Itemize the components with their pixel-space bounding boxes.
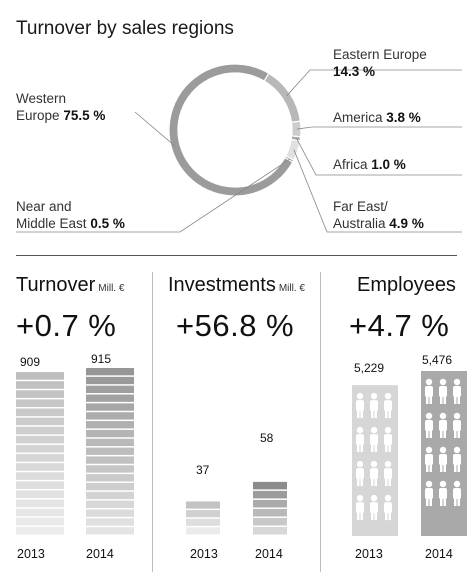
turnover-value-2014: 915 bbox=[91, 352, 112, 366]
turnover-year-2014: 2014 bbox=[86, 547, 114, 561]
turnover-title: Turnover Mill. € bbox=[16, 274, 125, 296]
employees-value-2014: 5,476 bbox=[422, 353, 453, 367]
label-america: America 3.8 % bbox=[333, 110, 421, 125]
label-western-europe: Western Europe 75.5 % bbox=[16, 91, 106, 123]
leader-line bbox=[134, 111, 176, 147]
employees-title: Employees bbox=[357, 274, 456, 296]
employees-change: +4.7 % bbox=[349, 308, 450, 343]
turnover-change: +0.7 % bbox=[16, 308, 117, 343]
investments-bar-2014 bbox=[253, 481, 287, 535]
investments-value-2013: 37 bbox=[196, 463, 210, 477]
leader-line bbox=[296, 138, 462, 176]
investments-change: +56.8 % bbox=[176, 308, 295, 343]
investments-bar-2013 bbox=[186, 501, 220, 535]
investments-value-2014: 58 bbox=[260, 431, 274, 445]
label-near-middle-east: Near and Middle East 0.5 % bbox=[16, 199, 125, 231]
employees-bar-2014 bbox=[421, 371, 467, 536]
leader-line bbox=[293, 149, 462, 233]
label-far-east-australia: Far East/ Australia 4.9 % bbox=[333, 199, 424, 231]
leader-line bbox=[286, 69, 462, 97]
investments-year-2013: 2013 bbox=[190, 547, 218, 561]
label-africa: Africa 1.0 % bbox=[333, 157, 406, 172]
employees-bar-2013 bbox=[352, 385, 398, 536]
section-divider bbox=[16, 255, 457, 256]
investments-title: Investments Mill. € bbox=[168, 274, 305, 296]
employees-year-2013: 2013 bbox=[355, 547, 383, 561]
label-eastern-europe: Eastern Europe 14.3 % bbox=[333, 47, 427, 79]
panel-divider-1 bbox=[152, 272, 153, 572]
turnover-value-2013: 909 bbox=[20, 355, 41, 369]
leader-line bbox=[296, 126, 462, 130]
donut-title: Turnover by sales regions bbox=[16, 18, 234, 39]
leader-line bbox=[16, 158, 290, 233]
investments-year-2014: 2014 bbox=[255, 547, 283, 561]
turnover-bar-2014 bbox=[86, 368, 134, 535]
employees-year-2014: 2014 bbox=[425, 547, 453, 561]
turnover-year-2013: 2013 bbox=[17, 547, 45, 561]
turnover-bar-2013 bbox=[16, 372, 64, 535]
panel-divider-2 bbox=[320, 272, 321, 572]
employees-value-2013: 5,229 bbox=[354, 361, 385, 375]
